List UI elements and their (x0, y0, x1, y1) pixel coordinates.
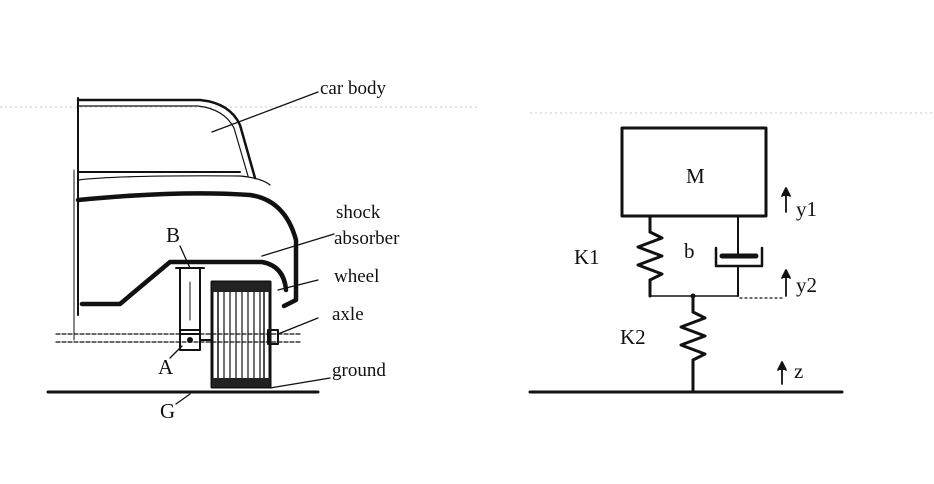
axle-hub (199, 329, 279, 345)
suspension-model (528, 126, 844, 394)
wheel-arch (79, 259, 289, 307)
label-damper-b: b (684, 239, 695, 263)
label-y2: y2 (796, 273, 817, 297)
label-axle: axle (332, 304, 364, 325)
label-k1: K1 (574, 245, 600, 269)
mass-block (620, 126, 768, 218)
label-k2: K2 (620, 325, 646, 349)
label-point-g: G (160, 399, 175, 423)
label-ground: ground (332, 360, 386, 381)
car-body-shape (73, 97, 271, 341)
car-frame-rail (75, 191, 299, 309)
label-wheel: wheel (334, 266, 379, 287)
label-mass: M (686, 164, 705, 188)
label-shock: shock (336, 202, 381, 223)
shock-absorber (175, 267, 205, 335)
label-point-b: B (166, 223, 180, 247)
car-figure (46, 91, 335, 405)
scan-artifacts (0, 106, 934, 114)
model-labels: M K1 b K2 y1 y2 z (574, 164, 817, 383)
spring-k1 (636, 214, 664, 298)
label-z: z (794, 359, 803, 383)
damper-b (714, 215, 764, 297)
wheel-shape (210, 280, 272, 389)
label-absorber: absorber (334, 228, 400, 249)
displacement-arrows (739, 187, 791, 385)
car-labels: car body shock absorber wheel axle groun… (158, 78, 400, 423)
leader-lines (169, 91, 335, 405)
spring-k2 (679, 294, 707, 394)
label-car-body: car body (320, 78, 386, 99)
label-point-a: A (158, 355, 174, 379)
label-y1: y1 (796, 197, 817, 221)
